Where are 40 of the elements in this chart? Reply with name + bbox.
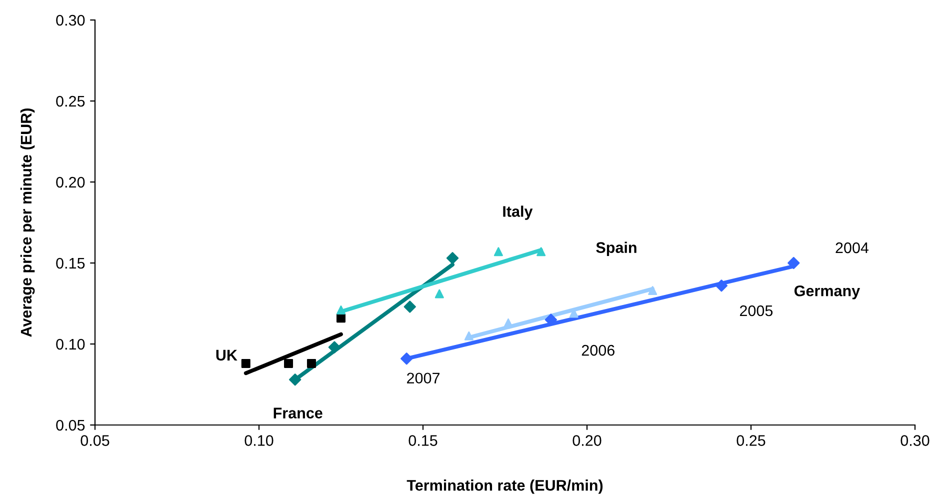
text: Spain bbox=[596, 242, 636, 256]
y-tick-label: 0.10 bbox=[56, 338, 85, 350]
y-tick-label: 0.05 bbox=[56, 420, 85, 431]
series-label: Germany bbox=[794, 285, 860, 300]
point bbox=[284, 358, 294, 368]
point bbox=[446, 252, 459, 264]
y-tick-label: 0.25 bbox=[56, 96, 85, 107]
x-axis-title: Termination rate (EUR/min) bbox=[406, 480, 603, 494]
point bbox=[400, 352, 413, 365]
y-tick-label: 0.15 bbox=[56, 258, 85, 269]
annotation: 2007 bbox=[407, 372, 440, 384]
point bbox=[241, 358, 250, 368]
point bbox=[336, 314, 346, 323]
point bbox=[648, 286, 658, 296]
y-tick-label: 0.30 bbox=[56, 14, 85, 26]
point bbox=[715, 280, 728, 292]
point bbox=[434, 289, 444, 298]
point bbox=[464, 331, 474, 340]
annotation: 2006 bbox=[582, 344, 614, 356]
point bbox=[306, 358, 316, 368]
y-tick-label: 0.20 bbox=[56, 176, 85, 188]
point bbox=[788, 256, 800, 270]
series-label: France bbox=[274, 408, 322, 418]
x-tick-label: 0.05 bbox=[80, 435, 110, 446]
point bbox=[494, 247, 503, 256]
annotation: 2004 bbox=[836, 242, 869, 254]
point bbox=[504, 318, 513, 328]
y-axis-title: Average price per minute (EUR) bbox=[20, 108, 35, 337]
series-label: UK bbox=[216, 350, 238, 361]
series-label: Italy bbox=[503, 206, 533, 220]
x-tick-label: 0.20 bbox=[572, 435, 602, 446]
x-tick-label: 0.25 bbox=[736, 435, 766, 446]
x-tick-label: 0.15 bbox=[408, 435, 438, 446]
annotation: 2005 bbox=[740, 305, 773, 316]
point bbox=[536, 247, 546, 256]
point bbox=[404, 300, 416, 313]
x-tick-label: 0.10 bbox=[244, 435, 274, 446]
point bbox=[336, 305, 346, 314]
point bbox=[289, 374, 302, 386]
x-tick-label: 0.30 bbox=[900, 435, 930, 446]
